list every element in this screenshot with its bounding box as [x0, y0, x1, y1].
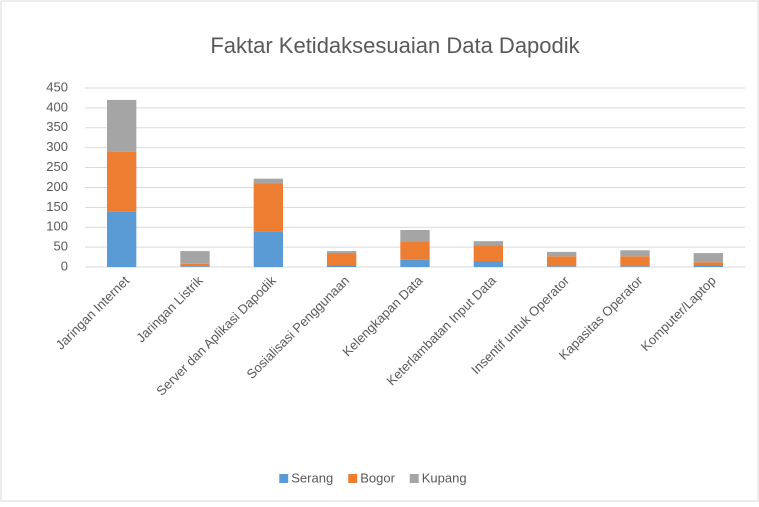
bar-segment: [400, 259, 430, 267]
legend-label: Kupang: [422, 470, 467, 485]
y-tick-label: 50: [54, 239, 68, 254]
bar-segment: [473, 241, 503, 246]
bar-segment: [547, 256, 577, 267]
bar-segment: [327, 251, 357, 254]
bar-segment: [253, 183, 283, 232]
bar-segment: [327, 253, 357, 266]
bar-segment: [107, 99, 137, 152]
bar-segment: [693, 262, 723, 266]
y-tick-label: 300: [46, 139, 68, 154]
bar-segment: [327, 265, 357, 267]
y-tick-label: 200: [46, 179, 68, 194]
legend-swatch: [279, 474, 289, 483]
legend-label: Serang: [291, 470, 333, 485]
bar-segment: [620, 250, 650, 257]
bar-segment: [620, 266, 650, 267]
y-tick-label: 400: [46, 99, 68, 114]
bar-segment: [400, 230, 430, 242]
bar-segment: [253, 178, 283, 184]
y-tick-label: 100: [46, 219, 68, 234]
bar-segment: [400, 241, 430, 260]
bar-segment: [107, 151, 137, 212]
y-tick-label: 150: [46, 199, 68, 214]
bar-segment: [547, 251, 577, 257]
legend-label: Bogor: [360, 470, 395, 485]
bar-segment: [693, 253, 723, 263]
legend-swatch: [409, 474, 419, 483]
bar-segment: [180, 263, 210, 267]
y-tick-label: 250: [46, 159, 68, 174]
bar-segment: [473, 261, 503, 267]
bar-segment: [620, 256, 650, 267]
legend-swatch: [348, 474, 358, 483]
bar-segment: [180, 251, 210, 264]
y-tick-label: 0: [61, 258, 68, 273]
bar-segment: [473, 245, 503, 262]
bar-segment: [547, 266, 577, 267]
bar-segment: [253, 231, 283, 267]
bar-segment: [107, 211, 137, 267]
bar-segment: [693, 265, 723, 267]
y-tick-label: 450: [46, 79, 68, 94]
chart-title: Faktar Ketidaksesuaian Data Dapodik: [210, 33, 580, 58]
bar-segment: [180, 266, 210, 267]
y-tick-label: 350: [46, 119, 68, 134]
